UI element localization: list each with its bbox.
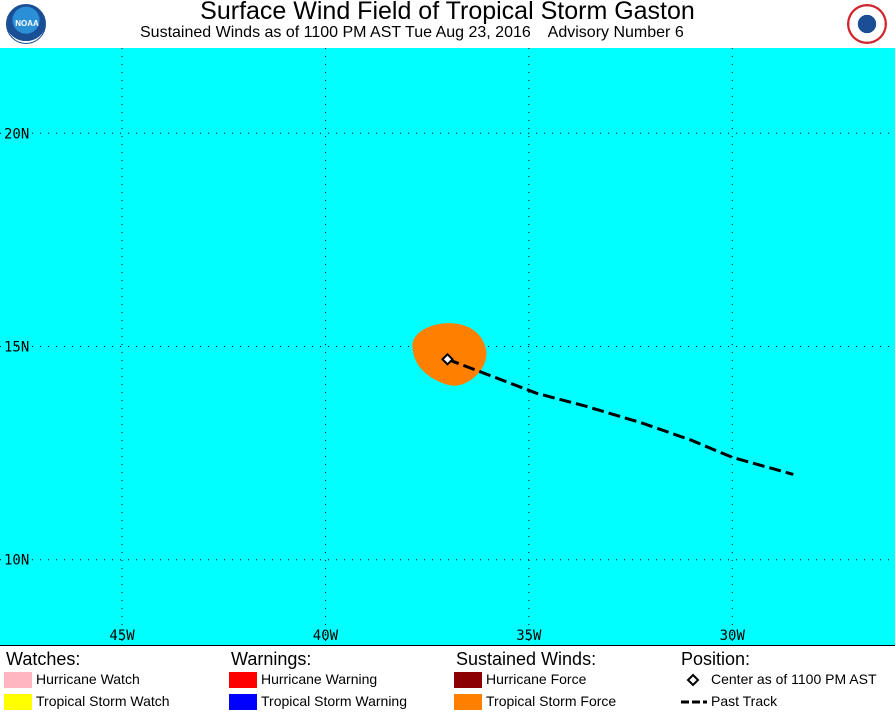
legend-label: Hurricane Warning	[261, 671, 378, 687]
map-subtitle: Sustained Winds as of 1100 PM AST Tue Au…	[140, 24, 684, 41]
legend-position-heading: Position:	[681, 649, 751, 669]
legend: Watches: Hurricane Watch Tropical Storm …	[0, 645, 895, 717]
header: NOAA Surface Wind Field of Tropical Stor…	[0, 0, 895, 48]
tropical-storm-force-area	[412, 323, 487, 386]
past-track-dash-icon	[681, 700, 707, 704]
noaa-logo-icon: NOAA	[6, 4, 46, 44]
tropical-storm-force-wind-area	[412, 323, 487, 386]
nws-logo-icon	[847, 4, 887, 44]
lon-tick-label: 35W	[516, 628, 542, 644]
legend-winds-heading: Sustained Winds:	[456, 649, 597, 669]
lon-tick-label: 40W	[313, 628, 339, 644]
lat-tick-label: 10N	[4, 553, 29, 569]
center-diamond	[441, 352, 454, 366]
tropical-storm-watch-swatch	[4, 694, 32, 710]
center-diamond-icon	[686, 673, 700, 687]
legend-watches-heading: Watches:	[6, 649, 81, 669]
lon-tick-label: 30W	[720, 628, 746, 644]
legend-label: Tropical Storm Warning	[261, 693, 408, 709]
legend-label: Center as of 1100 PM AST	[711, 671, 877, 687]
hurricane-force-swatch	[454, 672, 482, 688]
tropical-storm-force-swatch	[454, 694, 482, 710]
legend-label: Hurricane Watch	[36, 671, 140, 687]
legend-label: Tropical Storm Force	[486, 693, 617, 709]
lat-tick-label: 15N	[4, 340, 29, 356]
legend-label: Tropical Storm Watch	[36, 693, 170, 709]
lat-tick-label: 20N	[4, 126, 29, 142]
storm-center-marker	[441, 352, 454, 366]
past-track	[446, 357, 794, 476]
legend-label: Hurricane Force	[486, 671, 587, 687]
tropical-storm-warning-swatch	[229, 694, 257, 710]
past-track-line	[446, 357, 794, 476]
legend-label: Past Track	[711, 693, 778, 709]
wind-field-map: 45W 40W 35W 30W 20N 15N 10N	[0, 48, 895, 645]
hurricane-warning-swatch	[229, 672, 257, 688]
lon-tick-label: 45W	[109, 628, 135, 644]
noaa-logo-text: NOAA	[15, 19, 39, 28]
legend-warnings-heading: Warnings:	[231, 649, 312, 669]
grid-labels: 45W 40W 35W 30W 20N 15N 10N	[4, 126, 745, 644]
hurricane-watch-swatch	[4, 672, 32, 688]
map-title: Surface Wind Field of Tropical Storm Gas…	[200, 0, 695, 25]
